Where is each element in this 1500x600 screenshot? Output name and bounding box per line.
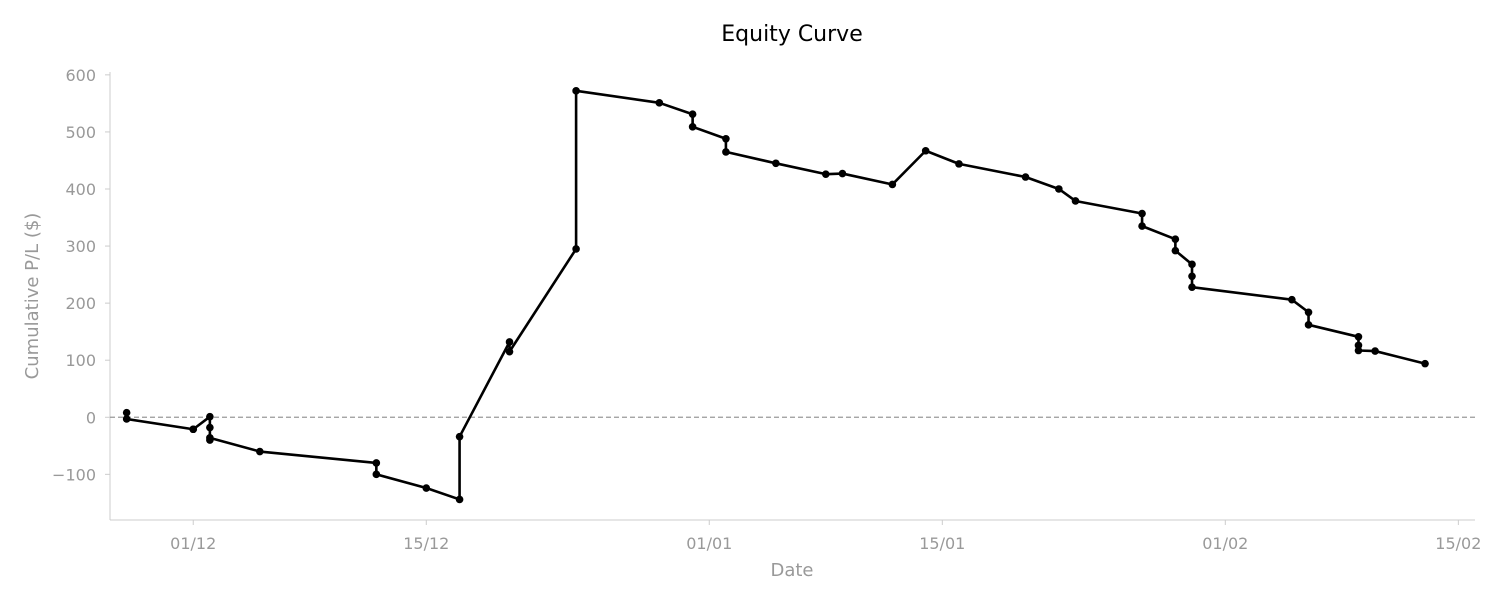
data-point bbox=[1304, 321, 1313, 329]
data-point bbox=[572, 245, 580, 253]
data-point bbox=[206, 412, 214, 421]
data-point bbox=[838, 169, 847, 178]
data-point bbox=[1171, 235, 1180, 244]
data-point bbox=[1055, 185, 1063, 193]
x-tick-label: 01/12 bbox=[170, 534, 216, 553]
data-point bbox=[1071, 197, 1080, 205]
data-point bbox=[372, 470, 381, 479]
x-tick-label: 15/12 bbox=[403, 534, 449, 553]
data-point bbox=[189, 425, 198, 434]
x-tick-label: 15/02 bbox=[1435, 534, 1481, 553]
data-point bbox=[206, 434, 214, 442]
x-axis-ticks: 01/12 15/12 01/01 15/01 01/02 15/02 bbox=[170, 520, 1481, 553]
data-point bbox=[455, 432, 464, 441]
data-point bbox=[955, 160, 963, 168]
data-point bbox=[1138, 209, 1146, 218]
data-point bbox=[1304, 308, 1313, 317]
data-point bbox=[422, 484, 431, 492]
data-point bbox=[206, 423, 214, 432]
data-point bbox=[1138, 222, 1146, 230]
y-axis-label: Cumulative P/L ($) bbox=[22, 213, 43, 380]
y-tick-label: 100 bbox=[65, 351, 96, 370]
data-point bbox=[1421, 359, 1429, 368]
equity-series-points bbox=[122, 87, 1429, 504]
data-point bbox=[122, 415, 131, 423]
data-point bbox=[1188, 283, 1196, 291]
y-tick-label: 200 bbox=[65, 294, 96, 313]
data-point bbox=[372, 459, 381, 467]
data-point bbox=[1354, 333, 1363, 341]
data-point bbox=[1021, 173, 1030, 181]
data-point bbox=[722, 134, 730, 143]
data-point bbox=[122, 408, 131, 417]
x-tick-label: 01/02 bbox=[1202, 534, 1248, 553]
data-point bbox=[1371, 347, 1379, 355]
y-tick-label: 0 bbox=[86, 408, 96, 427]
data-point bbox=[1354, 346, 1363, 355]
data-point bbox=[772, 159, 780, 168]
data-point bbox=[821, 170, 830, 178]
data-point bbox=[921, 146, 930, 155]
y-tick-label: 500 bbox=[65, 123, 96, 142]
y-tick-label: 300 bbox=[65, 237, 96, 256]
data-point bbox=[655, 99, 664, 107]
data-point bbox=[688, 122, 697, 131]
x-axis-label: Date bbox=[770, 560, 813, 581]
data-point bbox=[505, 347, 514, 356]
data-point bbox=[1288, 295, 1296, 304]
x-tick-label: 15/01 bbox=[919, 534, 965, 553]
data-point bbox=[1188, 260, 1196, 269]
data-point bbox=[1188, 272, 1196, 281]
chart-title: Equity Curve bbox=[721, 22, 862, 47]
data-point bbox=[1171, 246, 1180, 255]
data-point bbox=[256, 447, 264, 456]
y-tick-label: 600 bbox=[65, 66, 96, 85]
data-point bbox=[722, 148, 730, 156]
equity-series-line bbox=[125, 89, 1426, 501]
data-point bbox=[505, 338, 514, 346]
data-point bbox=[572, 87, 580, 95]
data-point bbox=[455, 495, 464, 504]
y-axis-ticks: 600 500 400 300 200 100 0 −100 bbox=[52, 66, 110, 484]
y-tick-label: 400 bbox=[65, 180, 96, 199]
x-tick-label: 01/01 bbox=[686, 534, 732, 553]
y-tick-label: −100 bbox=[52, 465, 96, 484]
data-point bbox=[888, 180, 897, 189]
data-point bbox=[688, 110, 697, 119]
